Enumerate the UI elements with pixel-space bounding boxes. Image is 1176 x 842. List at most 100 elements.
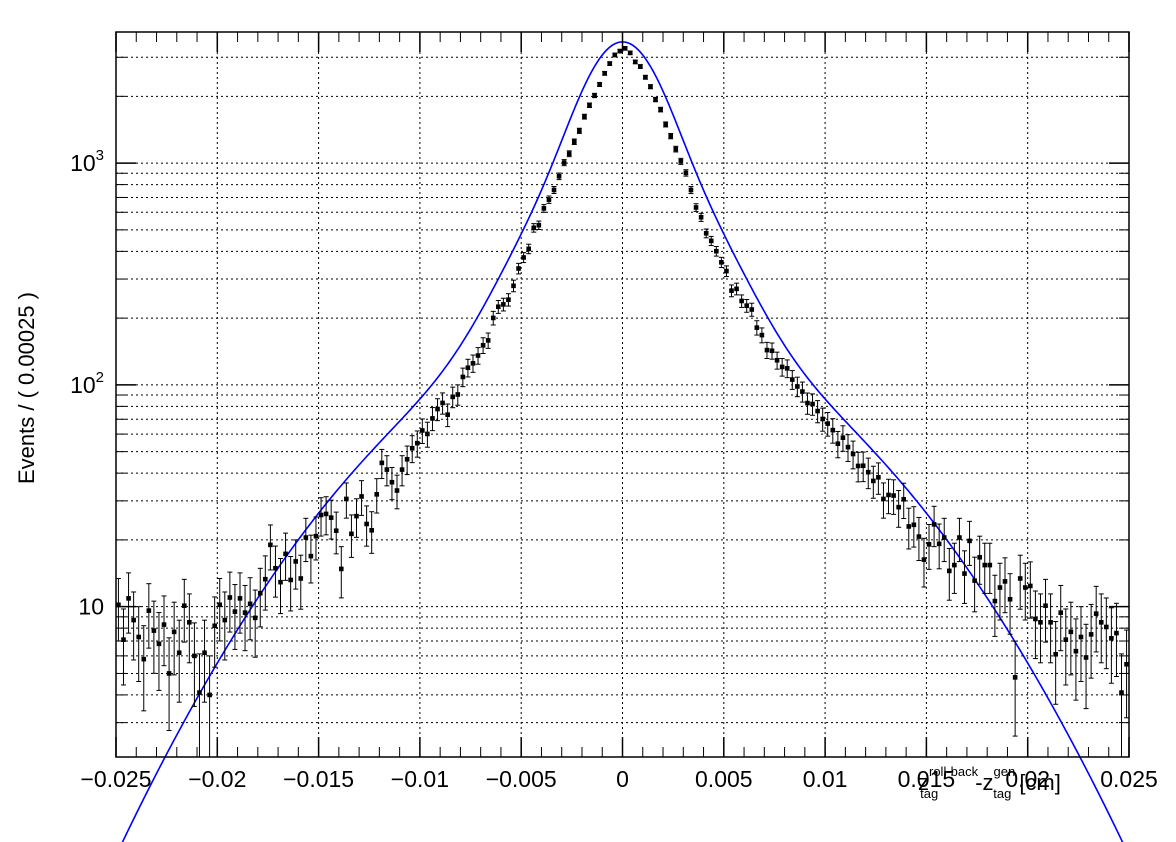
data-point-marker — [1022, 585, 1028, 590]
data-point-marker — [420, 428, 425, 433]
data-point — [754, 320, 760, 336]
x-tick-label: 0.01 — [803, 766, 848, 792]
y-tick-label: 103 — [70, 147, 104, 176]
data-point — [896, 490, 902, 528]
data-point — [181, 578, 187, 643]
data-point-marker — [931, 522, 937, 527]
data-point-marker — [921, 557, 927, 562]
data-point-marker — [967, 538, 972, 544]
data-point-marker — [855, 463, 861, 469]
data-point-marker — [273, 565, 278, 571]
data-point — [718, 256, 724, 269]
y-tick-label-exponent: 3 — [96, 147, 104, 164]
data-point — [404, 445, 410, 476]
data-point — [1103, 597, 1109, 670]
data-point — [191, 622, 197, 707]
data-point — [734, 282, 740, 296]
data-point-marker — [506, 297, 511, 302]
data-point-marker — [632, 59, 638, 65]
x-axis-title-sup2: gen — [994, 764, 1016, 779]
data-point-marker — [607, 61, 613, 66]
data-point-marker — [992, 598, 998, 604]
data-point-marker — [171, 629, 177, 635]
data-point — [1108, 607, 1114, 684]
data-point-marker — [546, 197, 552, 202]
data-point-marker — [1124, 661, 1129, 667]
x-tick-label: 0 — [616, 766, 629, 792]
data-point — [257, 567, 263, 628]
data-point — [500, 297, 506, 312]
data-point — [511, 279, 517, 293]
data-point-marker — [865, 469, 871, 475]
data-point-marker — [176, 650, 182, 656]
data-point-marker — [1073, 648, 1079, 654]
data-point-marker — [131, 617, 136, 623]
data-point-marker — [729, 288, 734, 293]
data-point-marker — [795, 384, 800, 389]
data-point-marker — [805, 400, 810, 406]
data-point-marker — [197, 690, 202, 695]
data-point-marker — [556, 173, 562, 179]
data-point-marker — [227, 595, 233, 600]
data-point — [480, 337, 486, 354]
data-point-marker — [678, 159, 684, 164]
data-point-marker — [1104, 624, 1109, 630]
data-point — [678, 157, 684, 165]
data-point-marker — [820, 416, 825, 422]
data-point — [278, 557, 284, 615]
data-point — [627, 50, 633, 56]
y-tick-label-base: 10 — [70, 150, 96, 176]
data-point — [252, 589, 258, 658]
data-point — [901, 482, 907, 520]
data-point-marker — [1063, 637, 1069, 642]
data-point — [693, 203, 699, 212]
data-point-marker — [860, 463, 866, 469]
data-point — [789, 370, 795, 390]
data-point — [389, 466, 395, 501]
data-point — [126, 572, 132, 634]
data-point — [531, 223, 537, 233]
data-point-marker — [916, 534, 922, 539]
data-point — [338, 546, 344, 599]
data-point-marker — [941, 535, 947, 540]
data-point-marker — [414, 440, 420, 446]
x-tick-label: −0.015 — [283, 766, 354, 792]
data-point — [1063, 608, 1069, 686]
data-point — [804, 392, 810, 415]
data-point — [450, 386, 456, 409]
data-point — [1088, 603, 1094, 679]
data-point — [653, 96, 659, 103]
data-point — [728, 284, 734, 298]
data-point-marker — [207, 692, 212, 698]
data-point — [364, 505, 370, 547]
data-point — [131, 591, 137, 661]
data-point-marker — [217, 602, 223, 608]
data-point — [561, 159, 567, 167]
data-point-marker — [328, 515, 334, 520]
data-point — [318, 497, 324, 537]
data-point — [424, 421, 430, 448]
data-point — [607, 61, 613, 66]
data-point-marker — [901, 496, 907, 502]
data-point-marker — [1093, 611, 1099, 616]
data-point-marker — [222, 617, 228, 623]
data-point-marker — [1033, 616, 1038, 622]
data-point-marker — [952, 562, 957, 568]
data-point-marker — [886, 492, 891, 498]
data-point-marker — [146, 608, 152, 613]
data-point-marker — [1114, 630, 1119, 636]
data-point-marker — [369, 527, 374, 533]
data-point — [374, 478, 380, 514]
x-axis-title-z2: z — [983, 770, 994, 795]
data-point — [946, 547, 952, 601]
data-point-marker — [394, 488, 400, 493]
data-point-marker — [450, 394, 456, 400]
data-point-marker — [116, 602, 121, 608]
x-axis-title-sub2: tag — [993, 786, 1011, 801]
data-point — [151, 600, 157, 674]
data-point-marker — [946, 568, 952, 574]
data-point-marker — [384, 467, 390, 472]
data-point — [632, 59, 638, 65]
data-point-marker — [815, 408, 820, 414]
